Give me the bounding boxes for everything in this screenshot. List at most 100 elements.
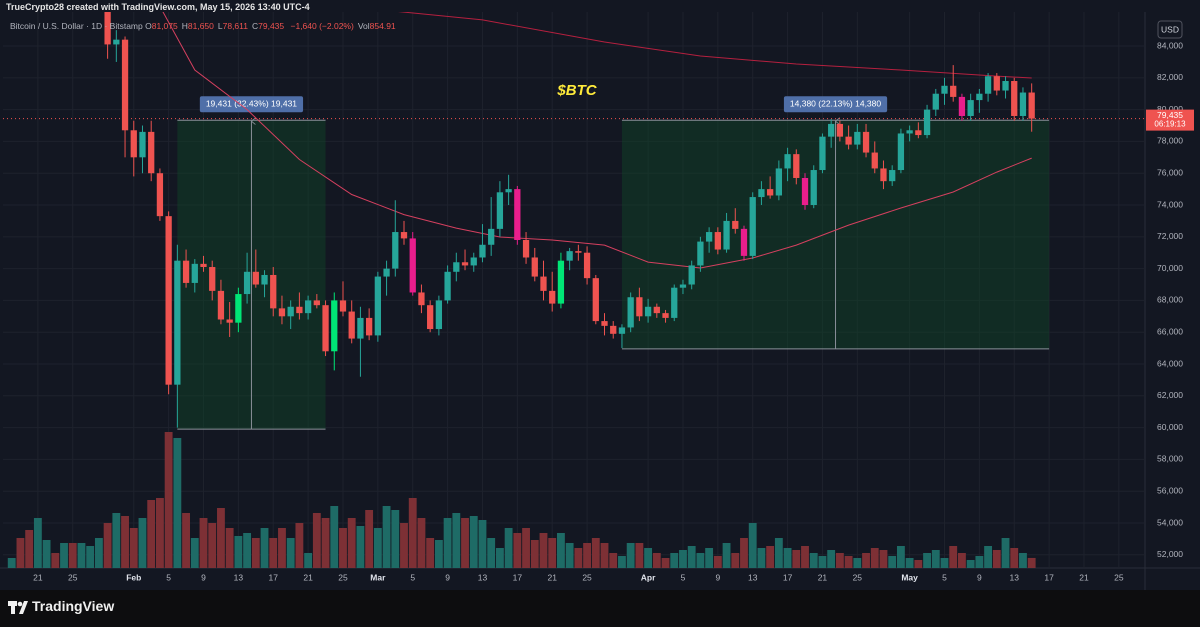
volume-bar [190,538,199,568]
candle-body [365,317,373,336]
y-tick-label: 60,000 [1157,422,1183,432]
candle-body [583,252,591,279]
x-tick-label: 5 [166,572,171,582]
y-tick-label: 66,000 [1157,326,1183,336]
candle-body [540,276,547,291]
volume-bar [696,553,705,568]
ohlc-value: 78,611 [222,21,248,31]
candle-body [104,12,111,45]
candle-body [287,306,294,317]
candle-body [618,327,626,334]
candle-body [653,306,660,314]
y-tick-label: 58,000 [1157,454,1183,464]
candle-body [984,76,992,94]
volume-bar [7,558,16,568]
candle-body [549,290,556,304]
volume-bar [530,540,539,568]
candle-body [644,306,652,317]
price-label-box [1146,109,1194,131]
candle-body [845,136,852,145]
volume-bar [112,513,121,568]
volume-bar [365,510,374,568]
volume-bar [879,550,888,568]
candle-body [243,271,251,295]
candle-body [400,232,408,239]
volume-bar [513,533,522,568]
ohlc-value: 81,650 [187,21,214,31]
volume-bar [565,543,574,568]
candle-body [828,123,835,137]
candle-body [941,85,948,94]
brand-logo [8,601,28,614]
candle-body [165,216,172,385]
candle-body [880,168,887,182]
volume-bar [801,546,809,568]
x-tick-label: 25 [853,572,863,582]
candle-body [261,274,268,285]
ohlc-key: O [145,21,152,31]
volume-bar [975,556,984,568]
candle-body [217,290,225,320]
volume-bar [295,523,304,568]
candle-body [732,220,739,229]
candle-body [557,260,565,304]
candle-body [915,130,922,136]
volume-bar [618,556,626,568]
candle-body [304,300,312,314]
volume-bar [129,528,138,568]
volume-bar [609,553,618,568]
candle-body [383,268,390,277]
candle-body [235,294,242,323]
candle-layer [104,12,1035,428]
volume-bar [888,556,897,568]
volume-bar [251,538,260,568]
candle-body [575,251,582,253]
candle-body [801,177,809,206]
candle-body [505,189,512,193]
price-axis-background [1145,0,1200,590]
candle-body [679,284,687,288]
y-tick-label: 56,000 [1157,485,1183,495]
candle-body [671,287,678,318]
brand: TradingView [32,598,115,614]
candle-body [479,244,486,258]
candle-body [932,93,939,110]
candle-body [453,262,460,272]
x-tick-label: 21 [818,572,828,582]
x-tick-label: 17 [269,572,279,582]
x-tick-label: 17 [513,572,523,582]
volume-bar [748,523,757,568]
volume-bar [487,538,496,568]
candle-body [339,300,347,312]
candle-body [705,232,713,242]
volume-bar [138,518,147,568]
volume-bar [452,513,461,568]
candle-body [348,311,355,339]
volume-bar [304,553,313,568]
ohlc-key: C [251,21,259,31]
currency-box[interactable] [1157,20,1183,39]
volume-bar [208,523,217,568]
volume-bar [199,518,208,568]
x-tick-label: 9 [715,572,720,582]
candle-body [392,232,399,269]
y-tick-label: 62,000 [1157,390,1183,400]
x-tick-label: 25 [582,572,592,582]
candle-body [156,173,164,217]
y-tick-label: 64,000 [1157,358,1183,368]
volume-bar [783,548,792,568]
candle-body [871,152,878,169]
volume-bar [591,538,600,568]
volume-bar [757,548,766,568]
x-tick-label: 13 [234,572,244,582]
candle-body [636,297,643,317]
x-tick-label: 25 [338,572,348,582]
volume-bar [321,518,330,568]
volume-bar [687,546,696,568]
x-tick-label: 9 [977,572,982,582]
y-tick-label: 52,000 [1157,549,1183,559]
volume-bar [966,560,975,568]
candle-body [270,274,277,309]
